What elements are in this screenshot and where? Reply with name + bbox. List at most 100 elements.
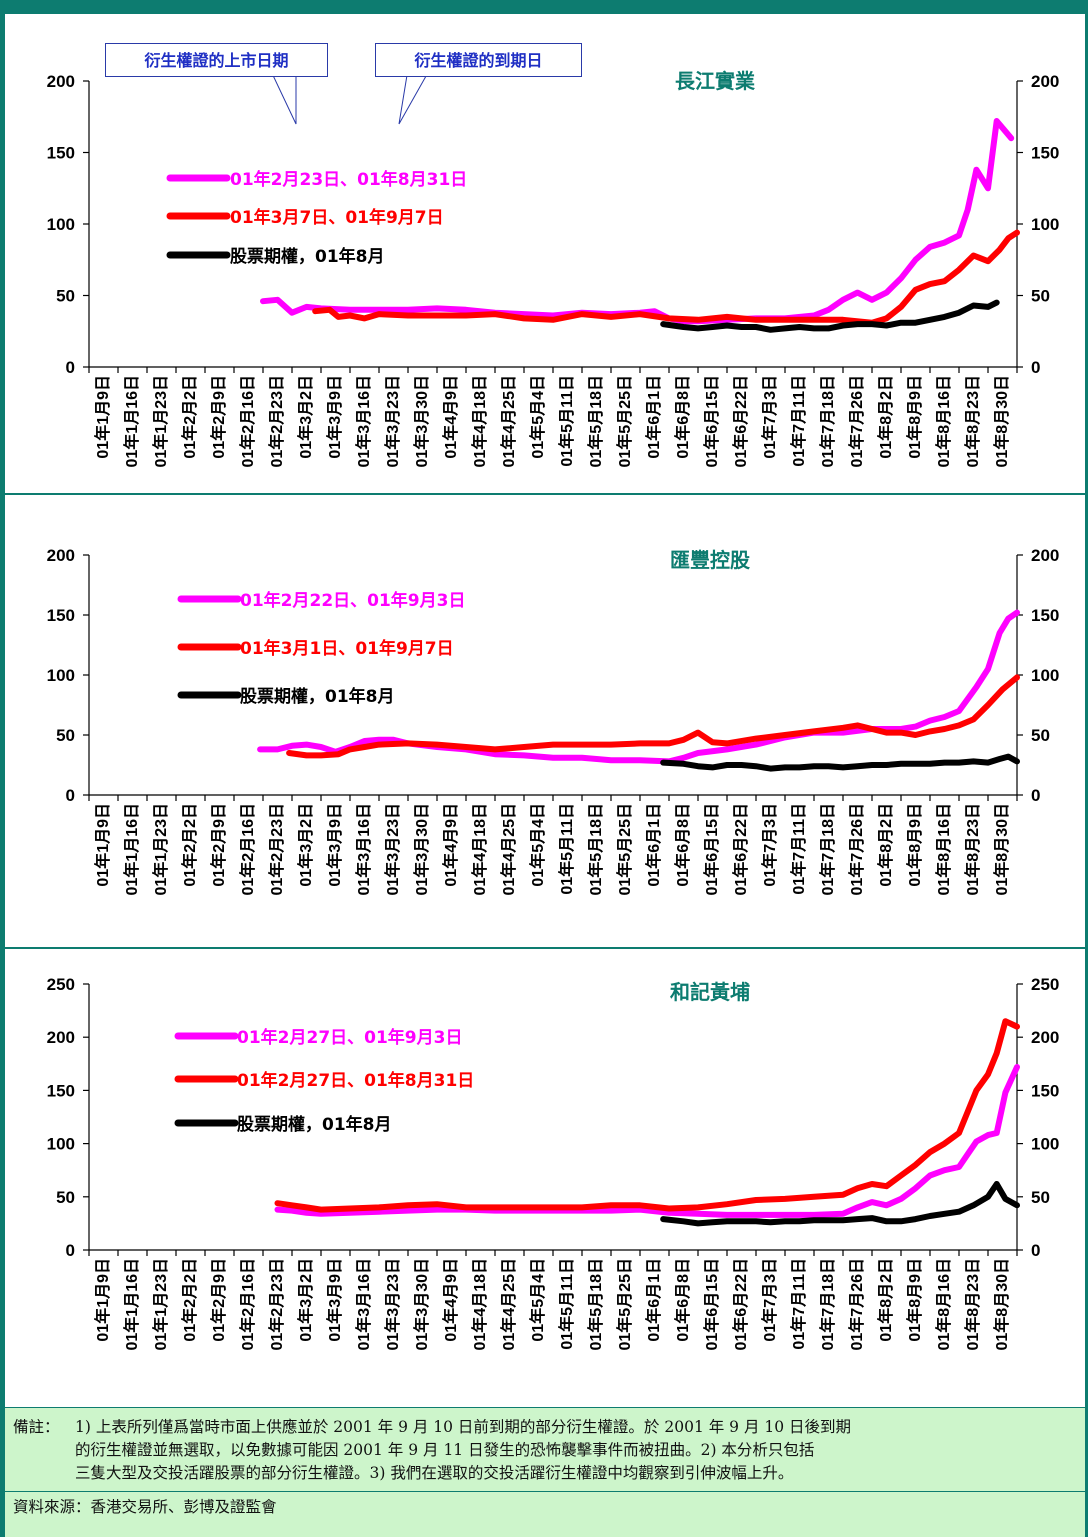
y-tick-label-left: 100 [47,1135,75,1154]
x-tick-label: 01年6月15日 [702,1258,721,1351]
x-tick-label: 01年7月3日 [760,375,779,459]
x-tick-label: 01年6月1日 [644,803,663,887]
x-tick-label: 01年8月2日 [876,375,895,459]
x-tick-label: 01年2月16日 [238,1258,257,1351]
x-tick-label: 01年6月15日 [702,375,721,468]
x-tick-label: 01年6月22日 [731,1258,750,1351]
x-tick-label: 01年5月4日 [528,803,547,887]
x-tick-label: 01年5月11日 [557,803,576,895]
x-tick-label: 01年4月18日 [470,375,489,468]
x-tick-label: 01年6月22日 [731,803,750,896]
x-tick-label: 01年1月16日 [122,1258,141,1351]
y-tick-label-right: 0 [1031,1241,1040,1260]
x-tick-label: 01年7月18日 [818,375,837,468]
x-tick-label: 01年8月16日 [934,803,953,896]
x-tick-label: 01年1月9日 [93,1258,112,1342]
x-tick-label: 01年4月9日 [441,1258,460,1342]
x-tick-label: 01年8月2日 [876,1258,895,1342]
x-tick-label: 01年2月2日 [180,1258,199,1342]
chart-svg: 0 0 50 50 100 100 150 150 200 200 250 250 01年1月9日 01年… [47,975,1060,1351]
x-tick-label: 01年6月8日 [673,1258,692,1342]
x-tick-label: 01年8月30日 [992,1258,1011,1351]
x-tick-label: 01年4月25日 [499,803,518,896]
y-tick-label-right: 50 [1031,1188,1050,1207]
x-tick-label: 01年5月18日 [586,803,605,896]
y-tick-label-right: 100 [1031,666,1059,685]
x-tick-label: 01年8月9日 [905,375,924,459]
x-tick-label: 01年6月8日 [673,375,692,459]
x-tick-label: 01年1月23日 [151,803,170,896]
x-tick-label: 01年4月25日 [499,1258,518,1351]
chart-title: 匯豐控股 [670,548,750,572]
x-tick-label: 01年8月16日 [934,375,953,468]
x-tick-label: 01年8月9日 [905,803,924,887]
chart-title: 和記黃埔 [670,980,750,1004]
y-tick-label-right: 100 [1031,1135,1059,1154]
series-line [312,229,1020,326]
x-tick-label: 01年4月9日 [441,375,460,459]
panel-divider [0,493,1088,495]
x-tick-label: 01年8月9日 [905,1258,924,1342]
y-tick-label-right: 150 [1031,1081,1059,1100]
y-tick-label-right: 150 [1031,606,1059,625]
y-tick-label-right: 50 [1031,287,1050,306]
y-tick-label-left: 0 [66,1241,75,1260]
x-tick-label: 01年3月9日 [325,803,344,887]
x-tick-label: 01年8月16日 [934,1258,953,1351]
legend-label: 股票期權，01年8月 [240,686,395,707]
x-tick-label: 01年7月11日 [789,375,808,467]
x-tick-label: 01年1月16日 [122,375,141,468]
chart-panel-cheung-kong: 0 0 50 50 100 100 150 150 200 200 01年1月9日 01年1月16日 0… [5,14,1085,493]
legend-label: 股票期權，01年8月 [237,1114,392,1135]
notes-prefix: 備註： [13,1418,60,1436]
legend-label: 01年2月23日、01年8月31日 [230,169,467,190]
x-tick-label: 01年1月23日 [151,375,170,468]
legend-label: 01年2月27日、01年8月31日 [237,1070,474,1091]
x-tick-label: 01年2月23日 [267,375,286,468]
x-tick-label: 01年3月30日 [412,1258,431,1351]
x-tick-label: 01年3月30日 [412,375,431,468]
x-tick-label: 01年3月30日 [412,803,431,896]
x-tick-label: 01年7月26日 [847,1258,866,1351]
x-tick-label: 01年3月23日 [383,375,402,468]
x-tick-label: 01年2月2日 [180,803,199,887]
x-tick-label: 01年2月2日 [180,375,199,459]
x-tick-label: 01年8月23日 [963,1258,982,1351]
x-tick-label: 01年6月8日 [673,803,692,887]
series-line [660,753,1020,772]
y-tick-label-left: 250 [47,975,75,994]
note-line-3: 三隻大型及交投活躍股票的部分衍生權證。3) 我們在選取的交投活躍衍生權證中均觀察… [75,1464,794,1482]
chart-title: 長江實業 [675,69,756,93]
y-tick-label-left: 50 [56,1188,75,1207]
callout-listing-date: 衍生權證的上市日期 [105,43,328,77]
callout-expiry-date: 衍生權證的到期日 [375,43,582,77]
legend-label: 01年3月7日、01年9月7日 [230,207,444,228]
x-tick-label: 01年7月11日 [789,803,808,895]
chart-panel-hutchison: 0 0 50 50 100 100 150 150 200 200 250 250 01年1月9日 01年… [5,949,1085,1407]
x-tick-label: 01年8月30日 [992,375,1011,468]
x-tick-label: 01年3月2日 [296,375,315,459]
x-tick-label: 01年5月18日 [586,1258,605,1351]
x-tick-label: 01年7月11日 [789,1258,808,1350]
y-tick-label-left: 150 [47,1081,75,1100]
x-tick-label: 01年1月9日 [93,375,112,459]
y-tick-label-left: 150 [47,606,75,625]
x-tick-label: 01年3月9日 [325,1258,344,1342]
x-tick-label: 01年2月16日 [238,375,257,468]
x-tick-label: 01年3月2日 [296,803,315,887]
chart-panel-hsbc: 0 0 50 50 100 100 150 150 200 200 01年1月9日 01年1月16日 0… [5,495,1085,947]
series-line [660,1181,1020,1227]
x-tick-label: 01年5月25日 [615,803,634,896]
x-tick-label: 01年2月9日 [209,803,228,887]
notes-box: 備註： 1) 上表所列僅爲當時市面上供應並於 2001 年 9 月 10 日前到期… [5,1407,1085,1537]
y-tick-label-right: 200 [1031,72,1059,91]
y-tick-label-right: 0 [1031,358,1040,377]
legend-label: 01年2月22日、01年9月3日 [240,590,465,611]
x-tick-label: 01年7月3日 [760,1258,779,1342]
data-source: 資料來源：香港交易所、彭博及證監會 [13,1498,277,1516]
x-tick-label: 01年6月22日 [731,375,750,468]
series-line [274,1064,1020,1218]
note-line-2: 的衍生權證並無選取，以免數據可能因 2001 年 9 月 11 日發生的恐怖襲擊… [75,1441,815,1459]
legend-label: 01年2月27日、01年9月3日 [237,1027,462,1048]
